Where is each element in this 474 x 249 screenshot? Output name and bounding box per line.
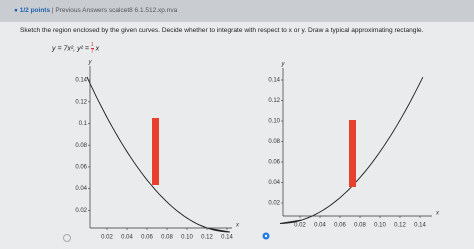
- y-tick-label: 0.12: [75, 99, 87, 105]
- equation-part: y = 7x²,: [52, 45, 78, 53]
- radio-dot: [264, 234, 268, 238]
- region: [279, 76, 424, 224]
- x-tick-label: 0.04: [121, 235, 133, 241]
- previous-answers[interactable]: Previous Answers: [55, 7, 108, 14]
- approximating-rectangle: [349, 120, 356, 187]
- x-tick-label: 0.10: [181, 235, 193, 241]
- header-bar: ● 1/2 points | Previous Answers scalcet8…: [0, 0, 474, 22]
- x-tick-label: 0.08: [161, 235, 173, 241]
- numerator: 1: [90, 42, 94, 49]
- equation-part: y² =: [77, 45, 91, 53]
- x-tick-label: 0.10: [374, 223, 386, 229]
- approximating-rectangle: [152, 118, 159, 185]
- y-tick-label: 0.08: [268, 139, 280, 145]
- instruction: Sketch the region enclosed by the given …: [20, 27, 424, 34]
- x-tick-label: 0.06: [334, 223, 346, 229]
- x-tick-label: 0.12: [394, 223, 406, 229]
- x-tick-label: 0.06: [141, 235, 153, 241]
- x-axis-label: x: [235, 223, 240, 229]
- x-tick-label: 0.04: [314, 223, 326, 229]
- y-tick-label: 0.10: [268, 119, 280, 125]
- denominator: 7: [90, 49, 94, 55]
- y-tick-label: 0.02: [268, 201, 280, 207]
- y-tick-label: 0.04: [268, 180, 280, 186]
- separator: |: [51, 7, 54, 14]
- y-tick-label: 0.04: [75, 186, 87, 192]
- x-tick-label: 0.14: [414, 223, 426, 229]
- x-axis-label: x: [435, 211, 440, 217]
- y-tick-label: 0.14: [75, 78, 87, 84]
- x-tick-label: 0.02: [294, 223, 306, 229]
- y-tick-label: 0.06: [75, 164, 87, 170]
- status-dot: ●: [14, 7, 18, 14]
- x-tick-label: 0.14: [221, 235, 233, 241]
- y-tick-label: 0.12: [268, 98, 280, 104]
- y-axis-label: y: [88, 60, 93, 66]
- x-tick-label: 0.08: [354, 223, 366, 229]
- region: [86, 76, 230, 233]
- equation-part: x: [95, 45, 100, 53]
- y-tick-label: 0.06: [268, 160, 280, 166]
- y-axis-label: y: [281, 62, 286, 68]
- y-tick-label: 0.02: [75, 208, 87, 214]
- status: 1/2 points: [19, 7, 51, 14]
- problem-id: scalcet8 6.1.512.xp.nva: [108, 7, 178, 14]
- y-tick-label: 0.08: [75, 143, 87, 149]
- radio-button[interactable]: [63, 234, 71, 242]
- x-tick-label: 0.12: [201, 235, 213, 241]
- x-tick-label: 0.02: [101, 235, 113, 241]
- y-tick-label: 0.1: [79, 121, 88, 127]
- y-tick-label: 0.14: [268, 78, 280, 84]
